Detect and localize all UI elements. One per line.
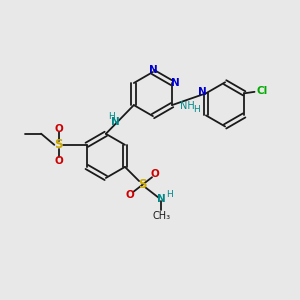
Text: H: H: [108, 112, 115, 121]
Text: S: S: [55, 138, 63, 151]
Text: O: O: [151, 169, 159, 179]
Text: O: O: [54, 124, 63, 134]
Text: S: S: [138, 178, 147, 191]
Text: N: N: [111, 117, 120, 128]
Text: CH₃: CH₃: [152, 211, 170, 220]
Text: H: H: [193, 105, 200, 114]
Text: H: H: [166, 190, 172, 199]
Text: Cl: Cl: [256, 86, 268, 96]
Text: O: O: [54, 156, 63, 166]
Text: N: N: [198, 87, 207, 97]
Text: O: O: [126, 190, 135, 200]
Text: N: N: [148, 65, 157, 76]
Text: N: N: [157, 194, 166, 204]
Text: NH: NH: [180, 101, 195, 111]
Text: N: N: [171, 78, 180, 88]
